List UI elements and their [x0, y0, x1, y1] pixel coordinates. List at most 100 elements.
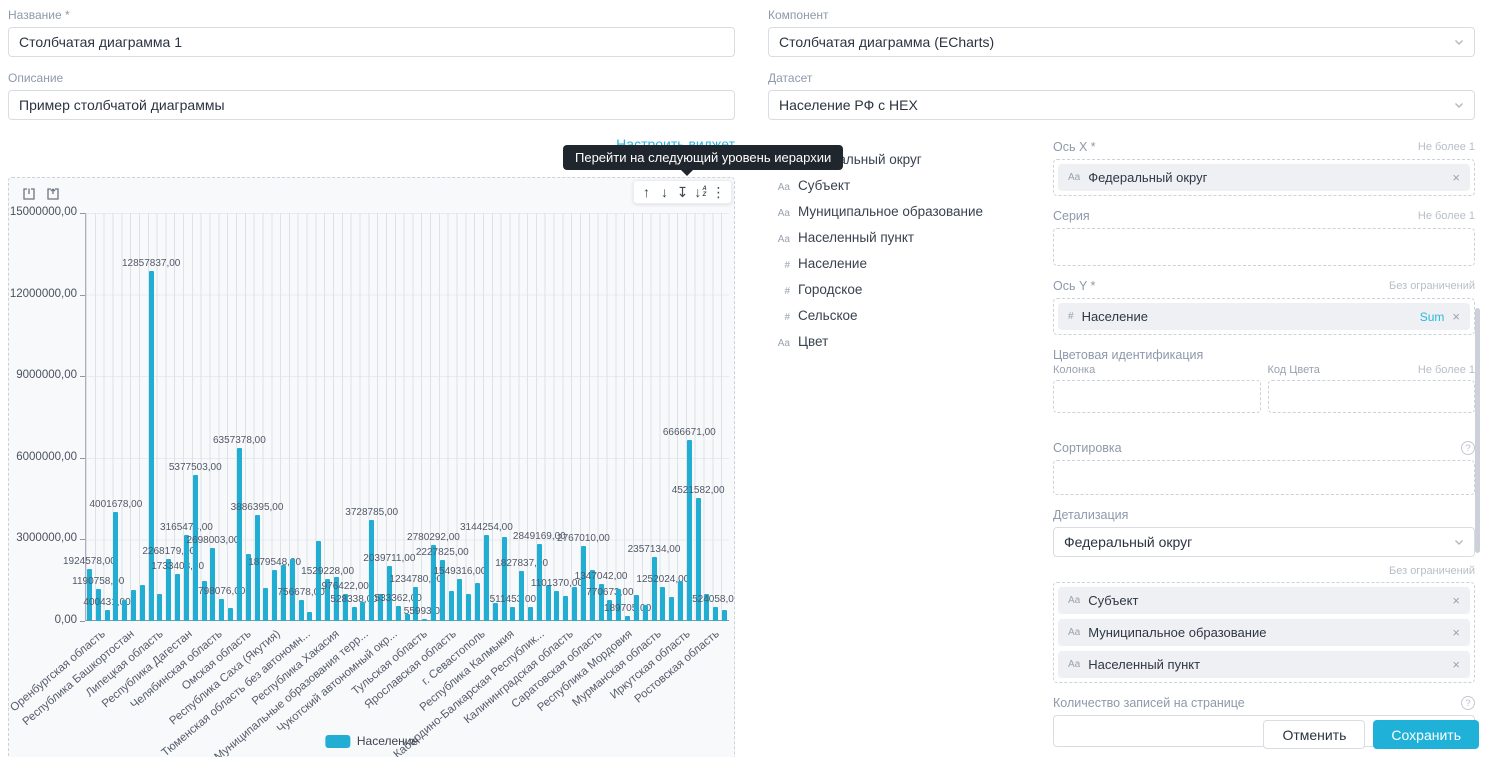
chart-bar[interactable] [528, 607, 533, 621]
chart-bar[interactable] [122, 600, 127, 621]
chart-bar[interactable] [255, 515, 260, 621]
field-chip[interactable]: AaНаселенный пункт× [1058, 651, 1470, 678]
component-select[interactable]: Столбчатая диаграмма (ECharts) [768, 27, 1475, 57]
color-column-dropzone[interactable] [1053, 380, 1261, 413]
dataset-field[interactable]: AaЦвет [774, 334, 1053, 349]
chart-bar[interactable] [228, 608, 233, 621]
chart-bar[interactable] [113, 512, 118, 621]
chart-bar[interactable] [307, 612, 312, 621]
bar-value-label: 524058,00 [692, 594, 735, 605]
bar-value-label: 511453,00 [490, 594, 537, 605]
chart-bar[interactable] [713, 607, 718, 621]
drill-back-icon[interactable] [45, 186, 61, 207]
arrow-down-icon[interactable]: ↓ [657, 185, 672, 199]
chart-bar[interactable] [131, 590, 136, 621]
chart-bar[interactable] [563, 596, 568, 621]
dataset-field[interactable]: AaСубъект [774, 178, 1053, 193]
page-size-help-icon[interactable]: ? [1461, 696, 1475, 710]
dataset-field[interactable]: AaМуниципальное образование [774, 204, 1053, 219]
chip-remove-icon[interactable]: × [1452, 657, 1460, 672]
axis-y-dropzone[interactable]: #НаселениеSum× [1053, 298, 1475, 335]
chart-bar[interactable] [466, 594, 471, 621]
chart-bar[interactable] [193, 475, 198, 621]
name-input[interactable] [8, 27, 735, 57]
chart-bar[interactable] [581, 546, 586, 621]
dataset-field[interactable]: AaНаселенный пункт [774, 230, 1053, 245]
panel-scrollbar[interactable] [1475, 308, 1480, 553]
dataset-field[interactable]: #Население [774, 256, 1053, 271]
chart-bar[interactable] [237, 448, 242, 621]
chart-bar[interactable] [272, 570, 277, 621]
chart-bar[interactable] [210, 548, 215, 621]
chart-bar[interactable] [625, 616, 630, 621]
chart-bar[interactable] [175, 574, 180, 621]
chart-bar[interactable] [369, 520, 374, 621]
sorting-dropzone[interactable] [1053, 460, 1475, 495]
chart-bar[interactable] [722, 610, 727, 621]
field-chip[interactable]: AaФедеральный округ× [1058, 164, 1470, 191]
chip-remove-icon[interactable]: × [1452, 309, 1460, 324]
chart-bar[interactable] [502, 537, 507, 621]
chart-bar[interactable] [510, 607, 515, 621]
dataset-select[interactable]: Население РФ с HEX [768, 90, 1475, 120]
chart-bar[interactable] [352, 607, 357, 621]
arrow-up-icon[interactable]: ↑ [639, 185, 654, 199]
detail-select[interactable]: Федеральный округ [1053, 527, 1475, 557]
series-dropzone[interactable] [1053, 228, 1475, 266]
detail-dropzone[interactable]: AaСубъект× AaМуниципальное образование× Aa… [1053, 582, 1475, 683]
field-chip[interactable]: #НаселениеSum× [1058, 303, 1470, 330]
chart-config-panel: Ось X * Не более 1 AaФедеральный округ× … [1053, 140, 1475, 757]
chart-bar[interactable] [660, 587, 665, 621]
chart-bar[interactable] [105, 610, 110, 621]
y-axis-tick-mark [80, 621, 85, 622]
color-code-dropzone[interactable] [1268, 380, 1476, 413]
cancel-button[interactable]: Отменить [1263, 720, 1365, 749]
chart-bar[interactable] [572, 587, 577, 621]
dataset-field[interactable]: #Сельское [774, 308, 1053, 323]
chart-bar[interactable] [184, 535, 189, 621]
chart-bar[interactable] [546, 585, 551, 621]
arrow-down-from-bar-icon[interactable]: ↧ [675, 185, 690, 199]
chart-bar[interactable] [687, 440, 692, 621]
chart-bar[interactable] [643, 605, 648, 621]
legend-item-population[interactable]: Население [325, 734, 418, 748]
text-field-icon: Aa [1068, 172, 1080, 183]
chip-remove-icon[interactable]: × [1452, 625, 1460, 640]
drill-up-icon[interactable] [21, 186, 37, 207]
chart-bar[interactable] [157, 594, 162, 621]
chart-bar[interactable] [422, 619, 427, 621]
chart-bar[interactable] [634, 595, 639, 621]
field-chip[interactable]: AaСубъект× [1058, 587, 1470, 614]
kebab-menu-icon[interactable]: ⋮ [711, 185, 726, 199]
chart-bar[interactable] [669, 597, 674, 621]
save-button[interactable]: Сохранить [1373, 720, 1479, 749]
chart-bar[interactable] [554, 591, 559, 621]
chip-remove-icon[interactable]: × [1452, 170, 1460, 185]
chart-bar[interactable] [457, 579, 462, 621]
chart-bar[interactable] [678, 581, 683, 621]
chart-bar[interactable] [493, 603, 498, 621]
chip-remove-icon[interactable]: × [1452, 593, 1460, 608]
chart-bar[interactable] [140, 585, 145, 621]
settings-panel: Компонент Столбчатая диаграмма (ECharts)… [768, 8, 1480, 749]
chart-bar[interactable] [316, 541, 321, 621]
chart-bar[interactable] [484, 535, 489, 621]
chart-bar[interactable] [219, 599, 224, 621]
chart-bar[interactable] [449, 591, 454, 621]
axis-x-dropzone[interactable]: AaФедеральный округ× [1053, 159, 1475, 196]
chart-bar[interactable] [299, 600, 304, 621]
chart-bar[interactable] [519, 571, 524, 621]
chart-bar[interactable] [475, 583, 480, 621]
field-chip[interactable]: AaМуниципальное образование× [1058, 619, 1470, 646]
chart-bar[interactable] [263, 588, 268, 621]
dataset-field[interactable]: #Городское [774, 282, 1053, 297]
name-label: Название * [8, 8, 735, 22]
sorting-help-icon[interactable]: ? [1461, 441, 1475, 455]
chart-bar[interactable] [396, 606, 401, 621]
axis-x-limit-hint: Не более 1 [1418, 141, 1475, 153]
chart-bar[interactable] [360, 602, 365, 621]
description-input[interactable] [8, 90, 735, 120]
aggregation-tag[interactable]: Sum [1420, 310, 1445, 324]
sort-descending-icon[interactable]: ↓AZ [693, 185, 708, 199]
chart-bar[interactable] [652, 557, 657, 621]
